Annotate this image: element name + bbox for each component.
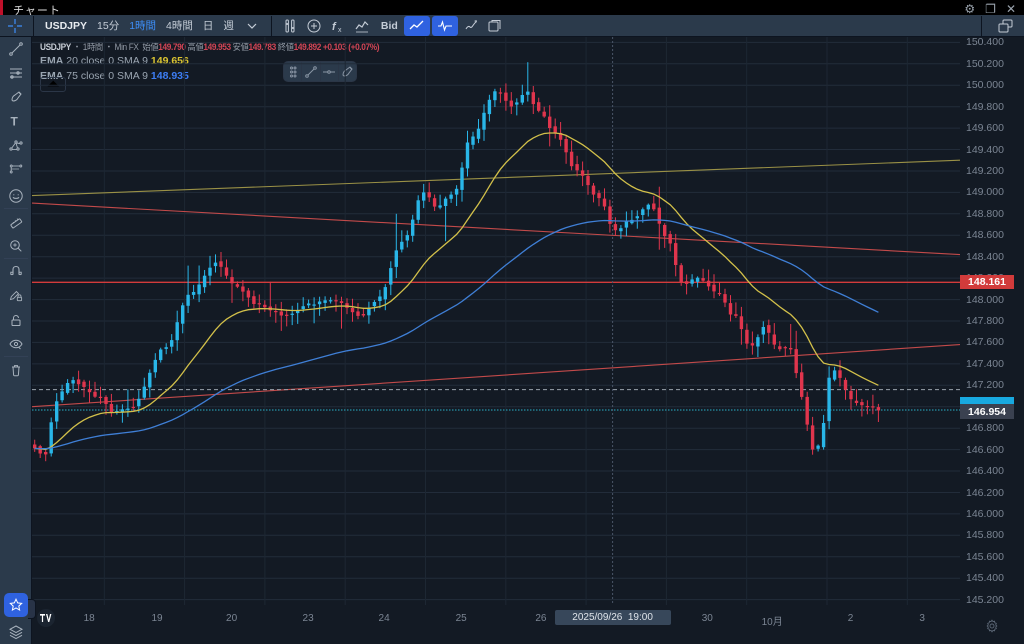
svg-text:x: x — [338, 27, 342, 33]
svg-text:T: T — [11, 115, 19, 129]
svg-text:f: f — [332, 21, 337, 33]
